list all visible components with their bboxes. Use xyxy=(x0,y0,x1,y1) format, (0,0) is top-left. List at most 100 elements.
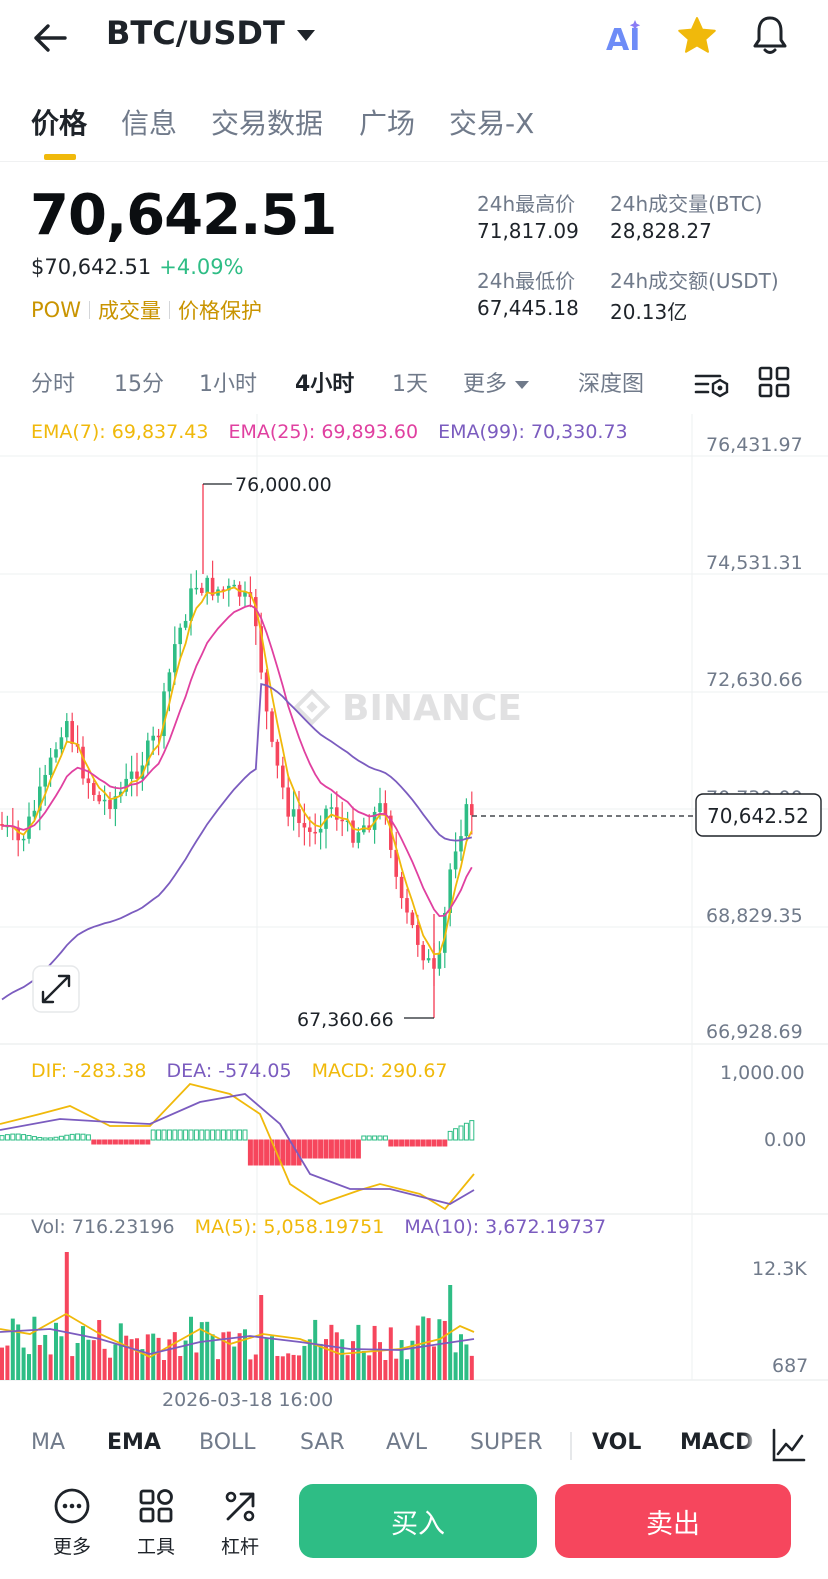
macd-bar xyxy=(247,1139,253,1166)
indicator-vol[interactable]: VOL xyxy=(592,1430,642,1455)
candle-body xyxy=(194,587,199,590)
macd-bar xyxy=(58,1135,64,1141)
stat-low-value: 67,445.18 xyxy=(477,296,579,320)
tag-row: POW 成交量 价格保护 xyxy=(31,295,262,325)
macd-bar xyxy=(399,1139,405,1147)
macd-bar xyxy=(264,1139,270,1166)
tag-volume[interactable]: 成交量 xyxy=(97,299,161,323)
candle-body xyxy=(167,672,172,692)
ai-icon[interactable]: AI xyxy=(604,16,644,58)
indicator-settings-icon[interactable] xyxy=(756,1424,812,1468)
volume-bar xyxy=(291,1354,296,1380)
volume-bar xyxy=(464,1344,469,1380)
expand-icon[interactable] xyxy=(32,965,80,1013)
volume-bar xyxy=(113,1344,118,1380)
candle-body xyxy=(54,749,58,758)
tab-trade-x[interactable]: 交易-X xyxy=(449,107,535,140)
macd-bar xyxy=(80,1133,86,1141)
stat-volume-btc-value: 28,828.27 xyxy=(610,219,712,243)
tab-price[interactable]: 价格 xyxy=(31,107,88,140)
tab-square[interactable]: 广场 xyxy=(359,107,416,140)
volume-bar xyxy=(297,1355,301,1380)
macd-bar xyxy=(469,1120,475,1141)
macd-bar xyxy=(291,1139,297,1166)
indicator-macd[interactable]: MACD xyxy=(680,1430,754,1455)
sell-button[interactable]: 卖出 xyxy=(555,1484,791,1558)
stat-high-value: 71,817.09 xyxy=(477,219,579,243)
chart-settings-icon[interactable] xyxy=(690,356,736,410)
macd-bar xyxy=(237,1129,243,1141)
candle-body xyxy=(146,740,150,766)
watermark-text: BINANCE xyxy=(342,688,522,729)
indicator-avl[interactable]: AVL xyxy=(386,1430,427,1455)
tag-price-protection[interactable]: 价格保护 xyxy=(177,299,262,323)
candle-body xyxy=(243,592,247,597)
tab-info[interactable]: 信息 xyxy=(121,107,178,140)
volume-bar xyxy=(324,1339,328,1380)
indicator-super[interactable]: SUPER xyxy=(470,1430,543,1455)
volume-bar xyxy=(248,1359,253,1380)
buy-button[interactable]: 买入 xyxy=(299,1484,537,1558)
macd-bar xyxy=(458,1125,464,1141)
candle-body xyxy=(135,771,139,779)
interval-1h[interactable]: 1小时 xyxy=(199,372,257,397)
macd-bar xyxy=(215,1129,221,1141)
volume-bar xyxy=(216,1359,220,1380)
candle-body xyxy=(308,827,312,832)
macd-bar xyxy=(442,1139,448,1147)
pair-selector[interactable]: BTC/USDT xyxy=(106,14,315,52)
tag-pow[interactable]: POW xyxy=(31,298,81,322)
macd-bar xyxy=(436,1139,442,1147)
macd-bar xyxy=(48,1137,54,1141)
interval-15m[interactable]: 15分 xyxy=(114,372,164,397)
vol-ma10-line xyxy=(0,1328,475,1355)
star-icon[interactable] xyxy=(676,15,718,57)
interval-4h[interactable]: 4小时 xyxy=(295,372,355,397)
volume-bar xyxy=(199,1322,204,1380)
kline-chart[interactable]: BINANCE 76,431.97 74,531.31 72,630.66 70… xyxy=(0,414,828,1414)
macd-bar xyxy=(334,1139,340,1159)
tools-button[interactable]: 工具 xyxy=(121,1486,191,1559)
caret-down-icon xyxy=(296,29,315,41)
candle-body xyxy=(410,912,415,926)
volume-bar xyxy=(345,1355,350,1380)
candle-body xyxy=(38,786,42,811)
macd-bar xyxy=(307,1139,313,1159)
price-axis-label: 74,531.31 xyxy=(706,552,803,574)
more-button[interactable]: 更多 xyxy=(37,1486,107,1559)
bell-icon[interactable] xyxy=(750,14,790,56)
candle-body xyxy=(426,958,431,961)
indicator-sar[interactable]: SAR xyxy=(300,1430,345,1455)
candle-body xyxy=(81,746,85,779)
current-price-tag xyxy=(695,793,822,837)
volume-bar xyxy=(421,1316,426,1380)
candle-body xyxy=(189,588,193,621)
volume-bar xyxy=(302,1345,307,1380)
interval-1d[interactable]: 1天 xyxy=(392,372,428,397)
volume-bar xyxy=(459,1334,463,1380)
candle-body xyxy=(48,757,53,775)
macd-bar xyxy=(345,1139,351,1159)
macd-bar xyxy=(231,1129,237,1141)
depth-chart-tab[interactable]: 深度图 xyxy=(578,372,645,397)
leverage-button[interactable]: 杠杆 xyxy=(205,1486,275,1559)
volume-bar xyxy=(145,1334,150,1380)
indicator-ema[interactable]: EMA xyxy=(107,1430,161,1455)
macd-bar xyxy=(426,1139,432,1147)
indicator-ma[interactable]: MA xyxy=(31,1430,66,1455)
indicator-boll[interactable]: BOLL xyxy=(199,1430,256,1455)
candle-body xyxy=(210,577,215,596)
volume-bar xyxy=(329,1324,334,1380)
interval-time-sharing[interactable]: 分时 xyxy=(31,372,76,397)
usd-price: $70,642.51 +4.09% xyxy=(31,255,244,279)
back-arrow-icon[interactable] xyxy=(30,18,70,58)
interval-more[interactable]: 更多 xyxy=(463,366,530,398)
tab-bar: 价格 信息 交易数据 广场 交易-X xyxy=(0,96,828,162)
candle-body xyxy=(318,828,323,833)
macd-legend: DIF: -283.38 DEA: -574.05 MACD: 290.67 xyxy=(31,1060,448,1082)
grid-layout-icon[interactable] xyxy=(756,364,792,400)
macd-bar xyxy=(377,1135,383,1141)
candle-body xyxy=(108,799,112,810)
tab-trading-data[interactable]: 交易数据 xyxy=(211,107,324,140)
macd-bar xyxy=(161,1129,167,1141)
